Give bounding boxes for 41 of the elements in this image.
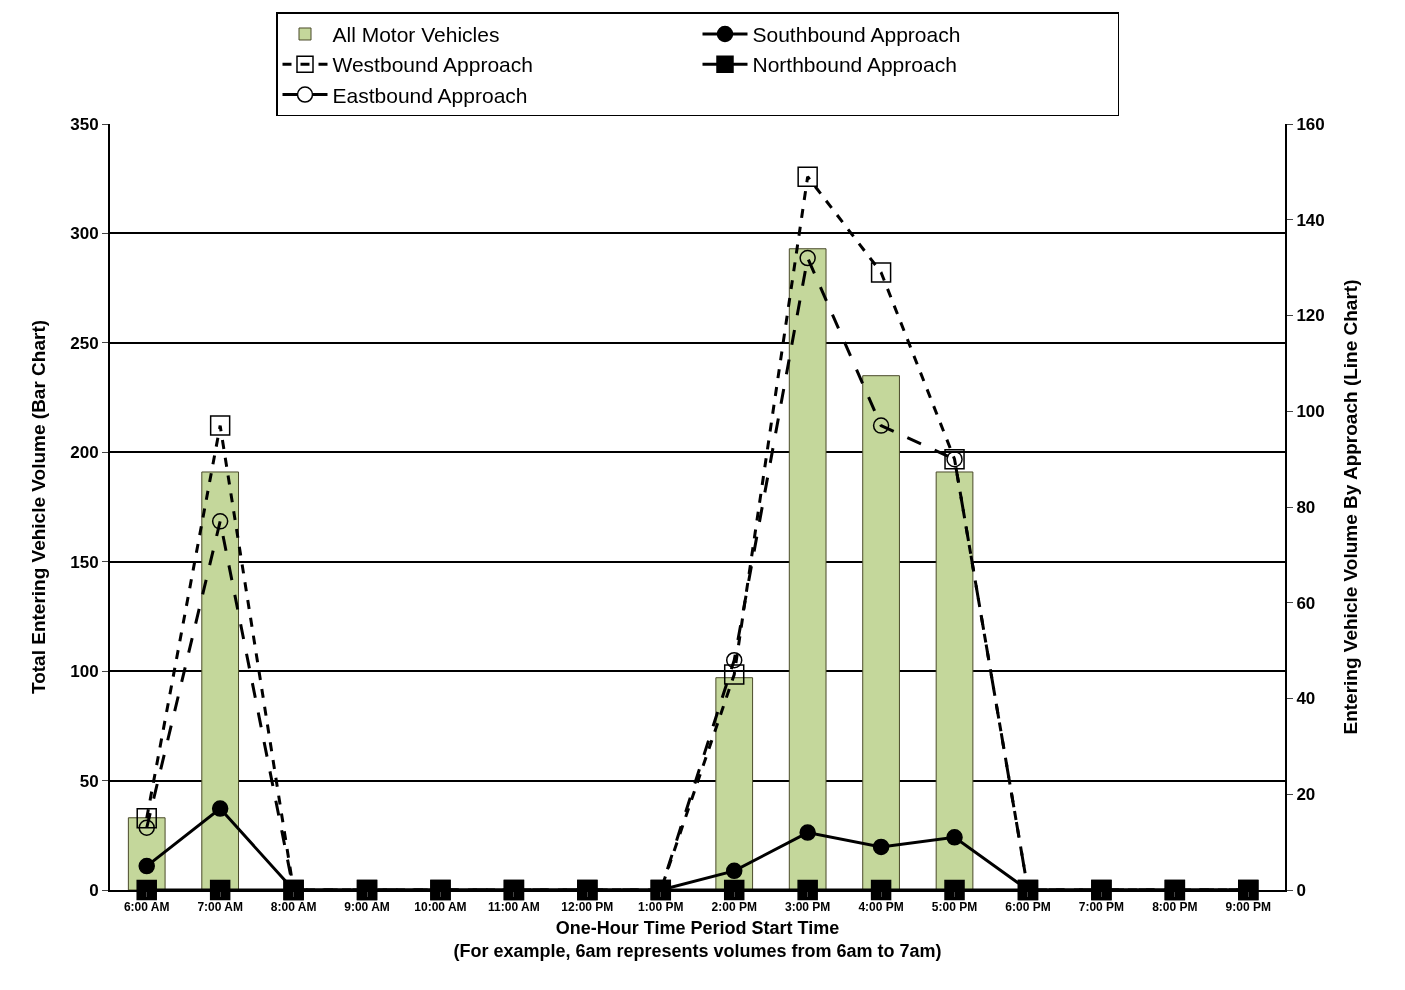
x-tick-label: 1:00 PM bbox=[638, 900, 684, 915]
y-tick-label: 150 bbox=[70, 552, 99, 572]
y-tick-label: 250 bbox=[70, 333, 99, 353]
x-tick-label: 3:00 PM bbox=[784, 900, 831, 915]
y-tick-label: 100 bbox=[70, 662, 99, 682]
y-tick-label: 50 bbox=[79, 771, 99, 791]
x-tick-label: 11:00 AM bbox=[488, 900, 540, 915]
x-axis-title: One-Hour Time Period Start Time (For example, 6am represents volumes from 6am to 7am) bbox=[453, 918, 942, 962]
y2-axis-title: Entering Vehicle Volume By Approach (Line Chart) bbox=[1340, 279, 1362, 735]
y2-tick-label: 60 bbox=[1296, 593, 1316, 613]
y2-tick-label: 160 bbox=[1296, 114, 1325, 134]
y-axis-title: Total Entering Vehicle Volume (Bar Chart) bbox=[27, 319, 49, 695]
legend-label: Eastbound Approach bbox=[332, 83, 528, 107]
x-tick-label: 4:00 PM bbox=[858, 900, 904, 915]
legend-label: All Motor Vehicles bbox=[332, 23, 500, 47]
y2-tick-label: 140 bbox=[1296, 210, 1325, 230]
x-tick-label: 8:00 PM bbox=[1152, 900, 1198, 915]
x-tick-label: 9:00 AM bbox=[344, 900, 390, 915]
x-tick-label: 6:00 AM bbox=[123, 900, 170, 915]
x-tick-label: 6:00 PM bbox=[1005, 900, 1051, 915]
legend-label: Southbound Approach bbox=[752, 23, 961, 47]
y2-tick-label: 80 bbox=[1296, 497, 1316, 517]
y-tick-label: 350 bbox=[70, 114, 99, 134]
y-tick-label: 200 bbox=[70, 443, 99, 463]
y-tick-label: 0 bbox=[89, 880, 99, 900]
y-tick-label: 300 bbox=[70, 224, 99, 244]
y2-tick-label: 100 bbox=[1296, 402, 1325, 422]
y2-tick-label: 120 bbox=[1296, 306, 1325, 326]
x-tick-label: 7:00 AM bbox=[197, 900, 243, 915]
x-tick-label: 10:00 AM bbox=[414, 900, 467, 915]
x-tick-label: 2:00 PM bbox=[711, 900, 757, 915]
legend-label: Westbound Approach bbox=[332, 53, 533, 77]
x-tick-label: 12:00 PM bbox=[561, 900, 614, 915]
x-tick-label: 5:00 PM bbox=[931, 900, 978, 915]
x-tick-label: 9:00 PM bbox=[1225, 900, 1271, 915]
x-tick-label: 8:00 AM bbox=[270, 900, 317, 915]
y2-tick-label: 40 bbox=[1296, 689, 1316, 709]
y2-tick-label: 20 bbox=[1296, 785, 1316, 805]
x-tick-label: 7:00 PM bbox=[1078, 900, 1125, 915]
legend-label: Northbound Approach bbox=[752, 53, 957, 77]
y2-tick-label: 0 bbox=[1296, 880, 1306, 900]
